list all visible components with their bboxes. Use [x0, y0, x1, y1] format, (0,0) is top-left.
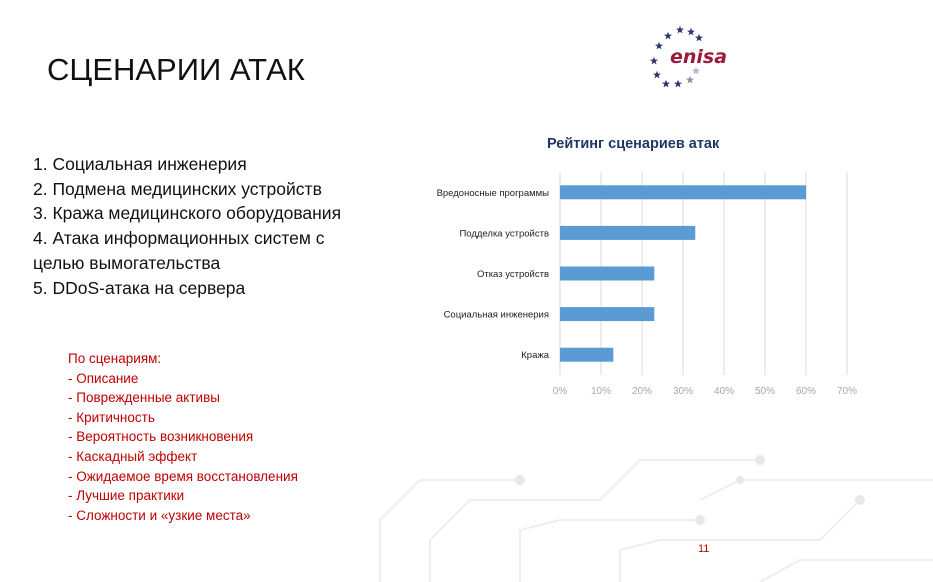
criteria-heading: По сценариям:	[68, 351, 162, 366]
x-tick-label: 30%	[673, 386, 693, 397]
star-icon	[676, 25, 684, 34]
chart-title: Рейтинг сценариев атак	[547, 136, 720, 152]
star-icon	[662, 79, 670, 88]
bar	[560, 307, 655, 322]
list-item: - Сложности и «узкие места»	[68, 507, 251, 523]
logo-text: enisa	[670, 46, 728, 68]
star-icon	[695, 33, 703, 42]
bar-chart: 0% 10% 20% 30% 40% 50% 60% 70% Вредоносные прогр…	[437, 172, 857, 397]
list-item: - Описание	[68, 370, 139, 386]
star-icon	[687, 27, 695, 36]
star-icon	[674, 79, 682, 88]
star-icon	[655, 41, 663, 50]
x-tick-label: 50%	[755, 386, 775, 397]
x-tick-label: 0%	[553, 386, 568, 397]
category-label: Кража	[521, 350, 549, 361]
list-item: - Ожидаемое время восстановления	[68, 468, 298, 484]
eu-stars-icon	[650, 25, 703, 88]
bar	[560, 225, 696, 240]
list-item: - Вероятность возникновения	[68, 429, 254, 445]
x-tick-label: 40%	[714, 386, 734, 397]
list-item: - Лучшие практики	[68, 488, 185, 504]
category-label: Социальная инженерия	[444, 310, 549, 321]
x-tick-label: 10%	[591, 386, 611, 397]
bar	[560, 185, 806, 200]
list-item: 3. Кража медицинского оборудования	[33, 203, 342, 224]
star-icon	[664, 31, 672, 40]
star-icon	[653, 70, 661, 79]
star-icon	[692, 66, 700, 75]
bar	[560, 347, 614, 362]
category-label: Вредоносные программы	[437, 188, 550, 199]
category-label: Отказ устройств	[477, 269, 549, 280]
criteria-list: По сценариям: - Описание - Поврежденные …	[68, 349, 298, 525]
category-label: Подделка устройств	[459, 228, 549, 239]
x-tick-label: 60%	[796, 386, 816, 397]
list-item: - Поврежденные активы	[68, 390, 220, 406]
list-item: - Критичность	[68, 409, 155, 425]
star-icon	[686, 75, 694, 84]
slide-title: СЦЕНАРИИ АТАК	[47, 52, 305, 87]
x-tick-label: 20%	[632, 386, 652, 397]
list-item: 4. Атака информационных систем с	[33, 228, 325, 249]
list-item: 1. Социальная инженерия	[33, 154, 247, 174]
bar	[560, 266, 655, 281]
list-item: целью вымогательства	[33, 252, 221, 273]
x-tick-label: 70%	[837, 386, 857, 397]
list-item: 5. DDoS-атака на сервера	[33, 277, 246, 298]
list-item: 2. Подмена медицинских устройств	[33, 178, 322, 199]
scenario-list: 1. Социальная инженерия 2. Подмена медиц…	[33, 152, 341, 300]
enisa-logo: enisa	[640, 22, 730, 92]
list-item: - Каскадный эффект	[68, 448, 198, 464]
star-icon	[650, 56, 658, 65]
page-number: 11	[698, 543, 710, 555]
